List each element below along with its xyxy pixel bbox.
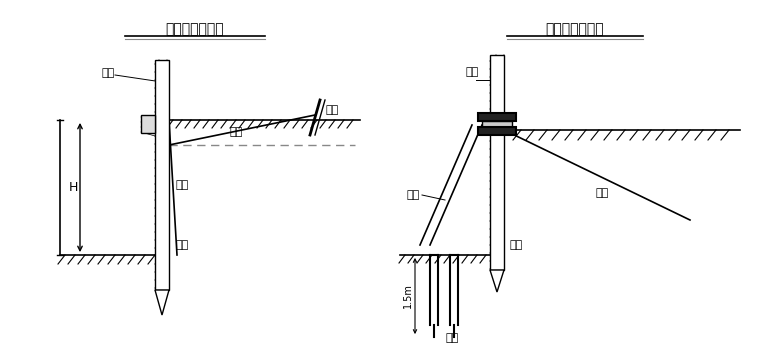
Text: 挡板: 挡板: [510, 240, 523, 250]
Text: 桩柱: 桩柱: [465, 67, 478, 77]
Text: 填土: 填土: [595, 188, 608, 198]
Text: 填土: 填土: [175, 180, 188, 190]
Bar: [478, 113, 516, 121]
Text: 挡板: 挡板: [175, 240, 188, 250]
Bar: [155, 60, 169, 290]
Text: 1.5m: 1.5m: [403, 284, 413, 309]
Text: 斜柱支撑示意图: 斜柱支撑示意图: [546, 22, 604, 36]
Bar: [490, 55, 504, 270]
Bar: [141, 115, 155, 133]
Text: 拉杆: 拉杆: [230, 127, 243, 137]
Text: H: H: [68, 181, 78, 194]
Text: 撑桩: 撑桩: [445, 333, 458, 343]
Polygon shape: [155, 290, 169, 315]
Text: 桩柱: 桩柱: [102, 68, 115, 78]
Bar: [482, 121, 512, 127]
Text: 锚固支撑示意图: 锚固支撑示意图: [166, 22, 224, 36]
Polygon shape: [490, 270, 504, 292]
Text: 斜撑: 斜撑: [407, 190, 420, 200]
Bar: [478, 127, 516, 135]
Text: 锚桩: 锚桩: [325, 105, 338, 115]
